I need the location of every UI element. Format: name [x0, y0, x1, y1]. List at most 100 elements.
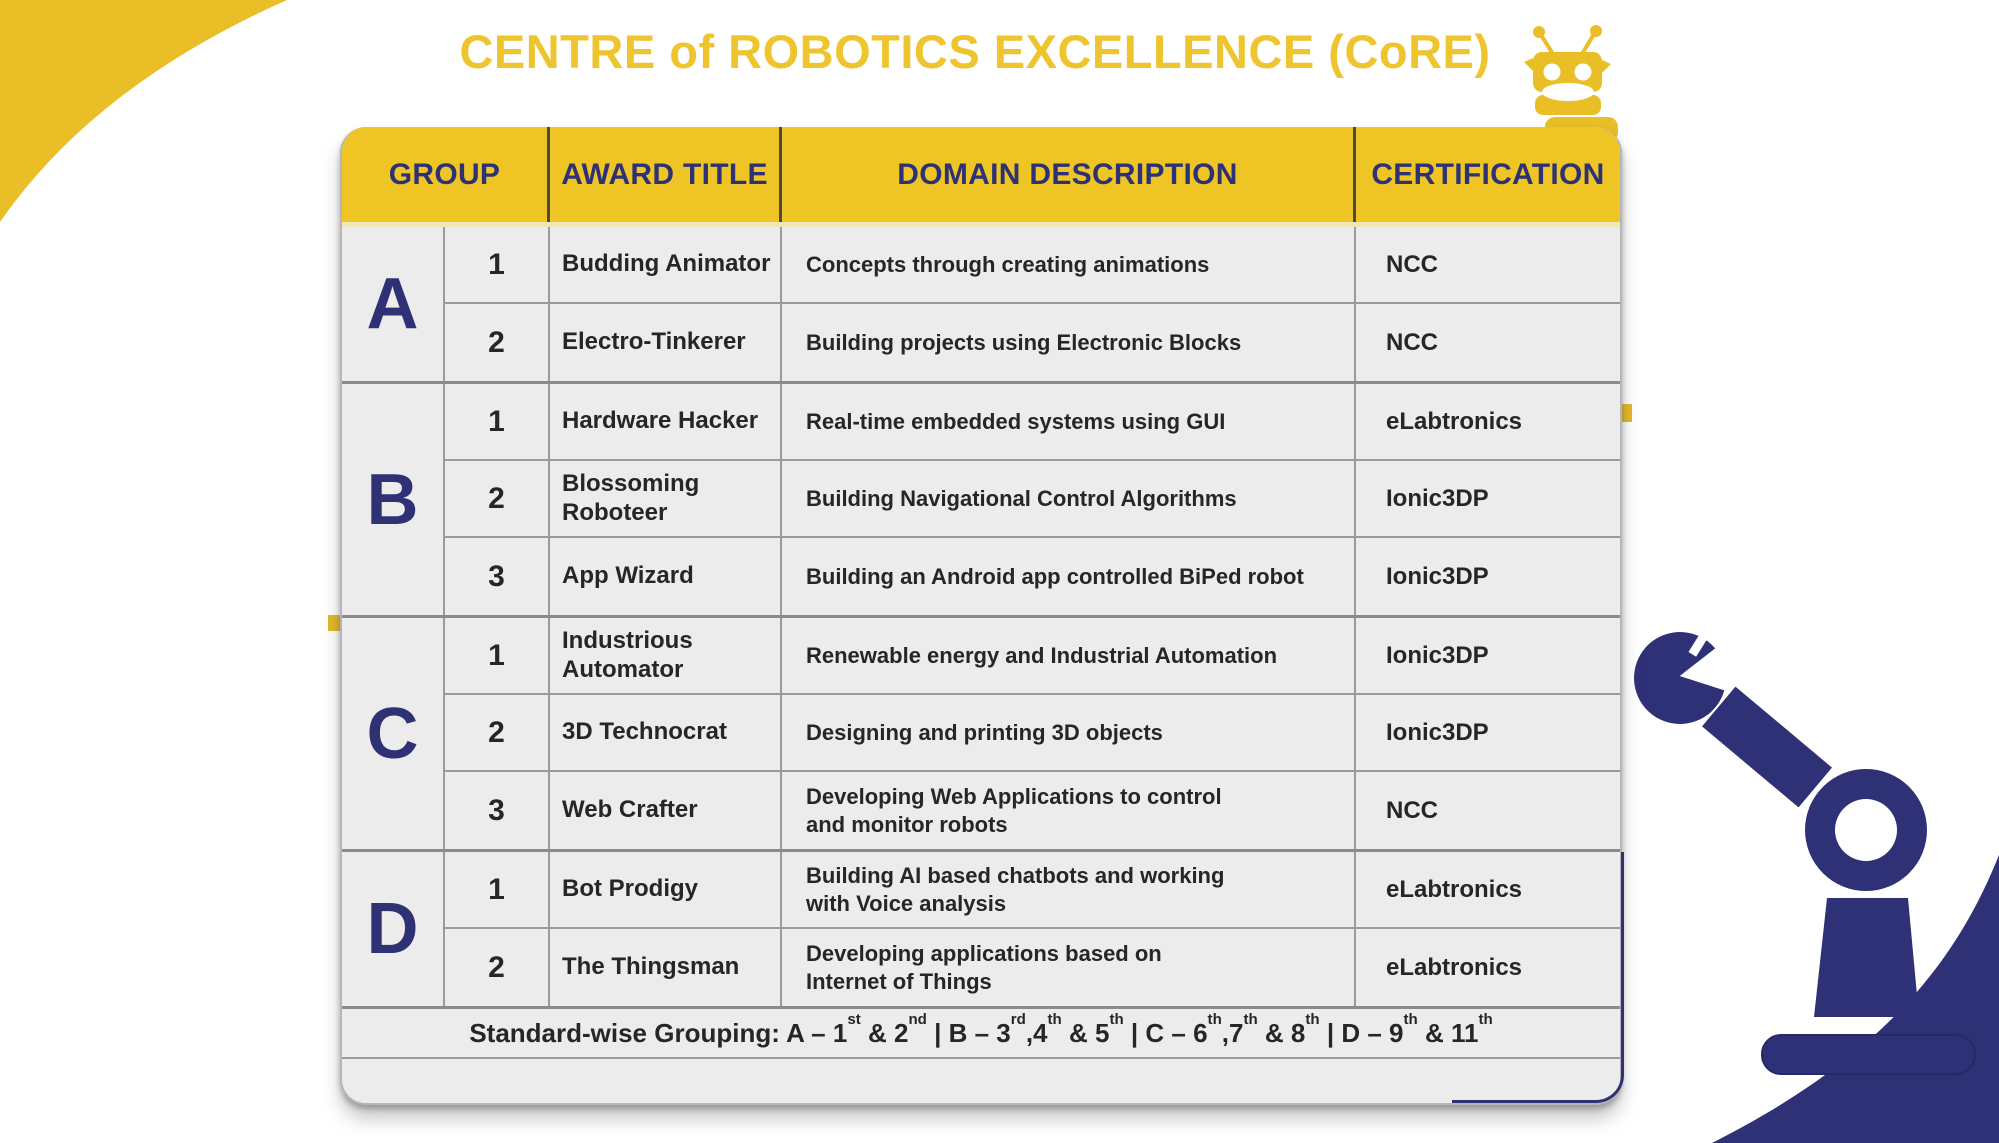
group-rows: 1 Bot Prodigy Building AI based chatbots… [445, 852, 1620, 1006]
grouping-text: & 8 [1257, 1017, 1306, 1048]
certification-cell: eLabtronics [1386, 407, 1523, 435]
table-footer-spacer [342, 1059, 1620, 1103]
core-groups-table: GROUP AWARD TITLE DOMAIN DESCRIPTION CER… [340, 127, 1622, 1105]
row-number: 2 [445, 929, 550, 1006]
ordinal-suffix: rd [1010, 1011, 1026, 1029]
award-title-cell: Web Crafter [550, 772, 782, 849]
robot-arm-graphic [1634, 623, 1976, 1075]
group-rows: 1 Budding Animator Concepts through crea… [445, 227, 1620, 381]
ordinal-suffix: th [1109, 1011, 1124, 1029]
arm-base [1761, 1034, 1976, 1075]
corner-sweep-bottom-right [1712, 855, 1999, 1143]
row-number: 2 [445, 304, 550, 381]
header-underline-strip [342, 222, 1620, 227]
award-title-cell: The Thingsman [550, 929, 782, 1006]
row-number: 1 [445, 618, 550, 693]
award-title-cell: Hardware Hacker [550, 384, 782, 459]
ordinal-suffix: th [1403, 1011, 1418, 1029]
domain-description-cell: Building AI based chatbots and working w… [782, 852, 1356, 927]
row-number: 3 [445, 772, 550, 849]
arm-column [1814, 898, 1919, 1017]
row-number: 2 [445, 461, 550, 536]
group-letter: D [342, 852, 445, 1006]
certification-cell: NCC [1386, 250, 1438, 278]
group-rows: 1 Industrious Automator Renewable energy… [445, 618, 1620, 849]
grouping-text: Standard-wise Grouping: A – 1 [469, 1017, 848, 1048]
group-letter: A [342, 227, 445, 381]
ordinal-suffix: th [1047, 1011, 1062, 1029]
domain-description-cell: Renewable energy and Industrial Automati… [782, 618, 1356, 693]
table-row: 3 Web Crafter Developing Web Application… [445, 772, 1620, 849]
certification-cell: Ionic3DP [1386, 562, 1489, 590]
table-row: 2 Electro-Tinkerer Building projects usi… [445, 304, 1620, 381]
certification-cell: NCC [1386, 328, 1438, 356]
table-row: 2 3D Technocrat Designing and printing 3… [445, 695, 1620, 772]
header-certification: CERTIFICATION [1371, 157, 1605, 191]
ordinal-suffix: th [1207, 1011, 1222, 1029]
grouping-text: | C – 6 [1123, 1017, 1208, 1048]
joint-ring-hole [1835, 799, 1897, 861]
grouping-text: | D – 9 [1319, 1017, 1404, 1048]
award-title-cell: App Wizard [550, 538, 782, 615]
grouping-note-row: Standard-wise Grouping: A – 1st & 2nd | … [342, 1009, 1620, 1059]
table-row: 1 Industrious Automator Renewable energy… [445, 618, 1620, 695]
wrench-claw-icon [1634, 623, 1750, 724]
table-row: 3 App Wizard Building an Android app con… [445, 538, 1620, 615]
certification-cell: NCC [1386, 796, 1438, 824]
table-row: 2 The Thingsman Developing applications … [445, 929, 1620, 1006]
domain-description-cell: Developing applications based on Interne… [782, 929, 1356, 1006]
grouping-text: ,7 [1221, 1017, 1244, 1048]
domain-description-cell: Developing Web Applications to control a… [782, 772, 1356, 849]
grouping-note: Standard-wise Grouping: A – 1st & 2nd | … [469, 1011, 1492, 1049]
award-title-cell: 3D Technocrat [550, 695, 782, 770]
row-number: 1 [445, 227, 550, 302]
certification-cell: eLabtronics [1386, 875, 1523, 903]
table-row: 1 Bot Prodigy Building AI based chatbots… [445, 852, 1620, 929]
domain-description-cell: Real-time embedded systems using GUI [782, 384, 1356, 459]
group-letter: B [342, 384, 445, 615]
award-title-cell: Bot Prodigy [550, 852, 782, 927]
group-section: D 1 Bot Prodigy Building AI based chatbo… [342, 852, 1620, 1009]
ordinal-suffix: th [1478, 1011, 1493, 1029]
header-domain-desc: DOMAIN DESCRIPTION [782, 127, 1356, 222]
grouping-text: & 5 [1061, 1017, 1110, 1048]
arm-segment [1702, 686, 1832, 808]
ordinal-suffix: th [1243, 1011, 1258, 1029]
award-title-cell: Industrious Automator [550, 618, 782, 693]
domain-description-cell: Designing and printing 3D objects [782, 695, 1356, 770]
certification-cell: Ionic3DP [1386, 641, 1489, 669]
row-number: 2 [445, 695, 550, 770]
grouping-text: & 2 [860, 1017, 909, 1048]
certification-cell: Ionic3DP [1386, 718, 1489, 746]
header-award-title: AWARD TITLE [550, 127, 782, 222]
ordinal-suffix: nd [908, 1011, 927, 1029]
domain-description-cell: Building projects using Electronic Block… [782, 304, 1356, 381]
group-section: A 1 Budding Animator Concepts through cr… [342, 227, 1620, 384]
ordinal-suffix: th [1305, 1011, 1320, 1029]
ordinal-suffix: st [847, 1011, 861, 1029]
table-header-row: GROUP AWARD TITLE DOMAIN DESCRIPTION CER… [342, 127, 1620, 222]
award-title-cell: Electro-Tinkerer [550, 304, 782, 381]
table-body: A 1 Budding Animator Concepts through cr… [342, 227, 1620, 1009]
award-title-cell: Budding Animator [550, 227, 782, 302]
row-number: 3 [445, 538, 550, 615]
certification-cell: eLabtronics [1386, 953, 1523, 981]
row-number: 1 [445, 384, 550, 459]
domain-description-cell: Concepts through creating animations [782, 227, 1356, 302]
award-title-cell: Blossoming Roboteer [550, 461, 782, 536]
group-section: B 1 Hardware Hacker Real-time embedded s… [342, 384, 1620, 618]
grouping-text: | B – 3 [926, 1017, 1011, 1048]
grouping-text: & 11 [1417, 1017, 1479, 1048]
row-number: 1 [445, 852, 550, 927]
table-row: 1 Budding Animator Concepts through crea… [445, 227, 1620, 304]
yellow-notch-left [328, 615, 342, 631]
domain-description-cell: Building Navigational Control Algorithms [782, 461, 1356, 536]
group-rows: 1 Hardware Hacker Real-time embedded sys… [445, 384, 1620, 615]
table-row: 1 Hardware Hacker Real-time embedded sys… [445, 384, 1620, 461]
header-group: GROUP [342, 127, 550, 222]
page-title: CENTRE of ROBOTICS EXCELLENCE (CoRE) [459, 25, 1491, 78]
certification-cell: Ionic3DP [1386, 484, 1489, 512]
table-row: 2 Blossoming Roboteer Building Navigatio… [445, 461, 1620, 538]
joint-ring [1805, 769, 1927, 891]
